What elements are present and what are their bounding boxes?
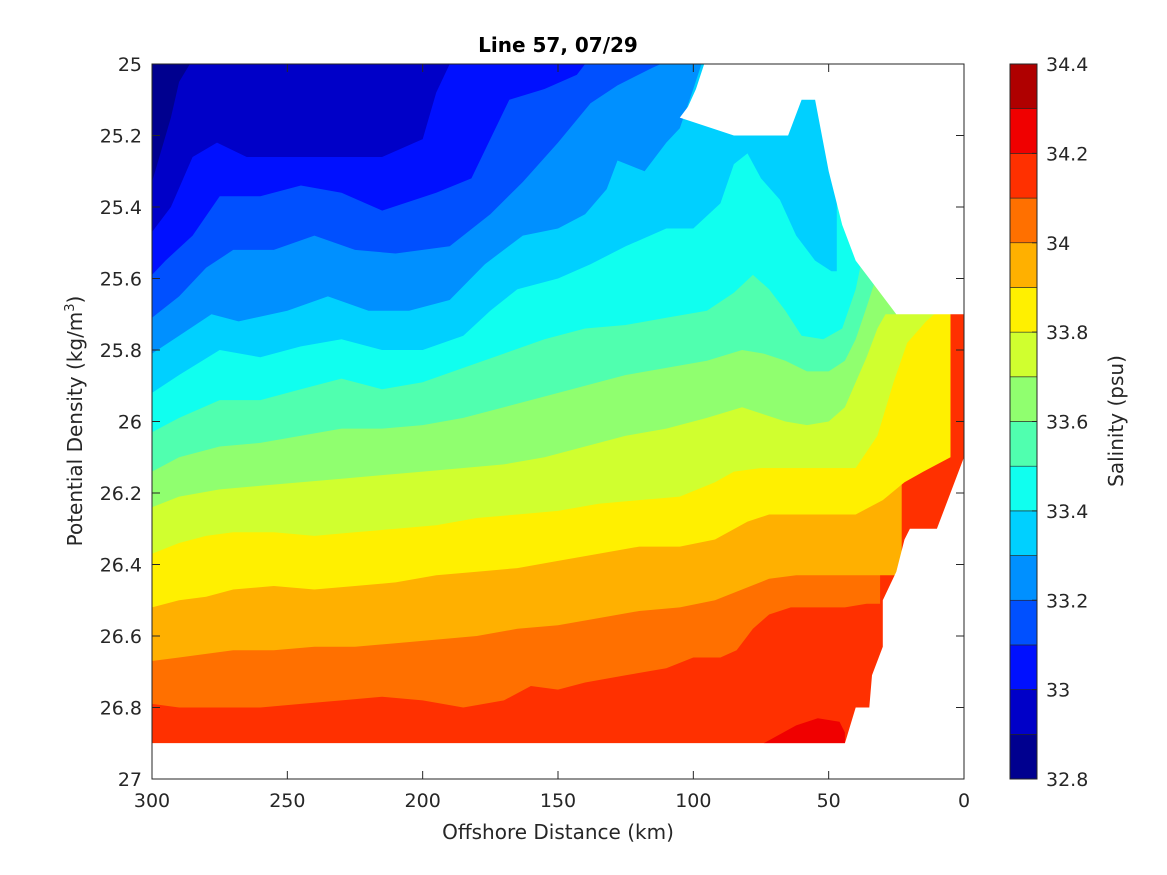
colorbar-tick-label: 34.4 bbox=[1046, 54, 1088, 76]
chart-title: Line 57, 07/29 bbox=[478, 33, 638, 57]
colorbar-label: Salinity (psu) bbox=[1104, 355, 1128, 487]
y-axis-ticks: 25 25.2 25.4 25.6 25.8 26 26.2 26.4 26.6 26.8 27 bbox=[100, 54, 964, 791]
colorbar-tick-label: 33.6 bbox=[1046, 412, 1088, 434]
colorbar-swatch bbox=[1009, 197, 1038, 244]
band-below-33 bbox=[152, 64, 450, 232]
colorbar-ticks: 32.8 33 33.2 33.4 33.6 33.8 34 34.2 34.4 bbox=[1032, 54, 1088, 791]
colorbar-tick-label: 33.4 bbox=[1046, 501, 1088, 523]
colorbar-tick-label: 33 bbox=[1046, 680, 1070, 702]
colorbar bbox=[1009, 63, 1038, 780]
colorbar-swatch bbox=[1009, 599, 1038, 646]
y-tick-label: 26 bbox=[118, 412, 142, 434]
y-tick-label: 25 bbox=[118, 54, 142, 76]
x-tick-label: 0 bbox=[958, 790, 970, 812]
salinity-bands bbox=[152, 64, 964, 744]
no-data-region bbox=[152, 64, 964, 779]
x-tick-label: 150 bbox=[540, 790, 576, 812]
colorbar-tick-label: 32.8 bbox=[1046, 769, 1088, 791]
y-tick-label: 25.8 bbox=[100, 340, 142, 362]
x-tick-label: 100 bbox=[675, 790, 711, 812]
y-tick-label: 26.4 bbox=[100, 555, 142, 577]
colorbar-swatch bbox=[1009, 555, 1038, 601]
band-34.2 bbox=[763, 718, 845, 744]
colorbar-swatch bbox=[1009, 153, 1038, 199]
colorbar-tick-label: 34.2 bbox=[1046, 143, 1088, 165]
colorbar-swatch bbox=[1009, 108, 1038, 154]
y-axis-label-superscript: 3 bbox=[63, 303, 78, 311]
colorbar-swatch bbox=[1009, 63, 1038, 109]
colorbar-swatch bbox=[1009, 510, 1038, 556]
colorbar-tick-label: 33.2 bbox=[1046, 590, 1088, 612]
x-tick-label: 250 bbox=[269, 790, 305, 812]
band-below-32.9 bbox=[152, 64, 190, 182]
y-axis-label-text: Potential Density (kg/m bbox=[63, 312, 87, 547]
x-axis-label: Offshore Distance (km) bbox=[442, 820, 674, 844]
colorbar-swatch bbox=[1009, 689, 1038, 735]
y-tick-label: 26.2 bbox=[100, 483, 142, 505]
y-axis-label: Potential Density (kg/m3) bbox=[63, 296, 87, 547]
x-axis-ticks: 300 250 200 150 100 50 0 bbox=[134, 64, 970, 812]
no-data-mask bbox=[152, 64, 964, 779]
y-tick-label: 26.6 bbox=[100, 626, 142, 648]
x-tick-label: 50 bbox=[817, 790, 841, 812]
y-tick-label: 25.4 bbox=[100, 197, 142, 219]
x-tick-label: 200 bbox=[405, 790, 441, 812]
y-axis-label-close: ) bbox=[63, 296, 87, 304]
colorbar-swatch bbox=[1009, 644, 1038, 690]
colorbar-swatch bbox=[1009, 465, 1038, 512]
colorbar-swatch bbox=[1009, 242, 1038, 288]
colorbar-tick-label: 34 bbox=[1046, 233, 1070, 255]
colorbar-swatch bbox=[1009, 376, 1038, 422]
y-tick-label: 25.2 bbox=[100, 126, 142, 148]
y-tick-label: 27 bbox=[118, 769, 142, 791]
x-tick-label: 300 bbox=[134, 790, 170, 812]
colorbar-tick-label: 33.8 bbox=[1046, 322, 1088, 344]
colorbar-swatch bbox=[1009, 421, 1038, 467]
colorbar-swatch bbox=[1009, 331, 1038, 378]
y-tick-label: 26.8 bbox=[100, 698, 142, 720]
y-tick-label: 25.6 bbox=[100, 269, 142, 291]
colorbar-swatch bbox=[1009, 734, 1038, 780]
colorbar-swatch bbox=[1009, 287, 1038, 333]
